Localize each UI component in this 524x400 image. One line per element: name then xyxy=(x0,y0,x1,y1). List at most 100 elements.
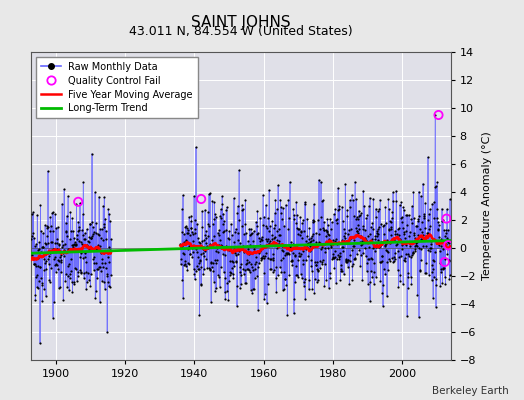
Point xyxy=(253,223,261,230)
Point xyxy=(218,201,226,207)
Point xyxy=(368,256,376,262)
Point xyxy=(303,240,312,247)
Point xyxy=(223,246,232,253)
Point xyxy=(281,202,290,208)
Point xyxy=(233,303,241,309)
Point xyxy=(221,289,229,296)
Point xyxy=(264,281,272,288)
Point xyxy=(362,253,370,260)
Point xyxy=(358,276,366,283)
Point xyxy=(38,298,46,304)
Point xyxy=(243,259,251,266)
Point xyxy=(219,210,227,217)
Point xyxy=(367,236,376,242)
Point xyxy=(309,217,317,224)
Point xyxy=(442,226,451,233)
Point xyxy=(346,258,354,264)
Point xyxy=(395,225,403,232)
Text: Berkeley Earth: Berkeley Earth xyxy=(432,386,508,396)
Point xyxy=(391,231,399,237)
Point xyxy=(80,275,88,281)
Point xyxy=(242,257,250,263)
Point xyxy=(198,251,206,257)
Point xyxy=(101,215,110,222)
Point xyxy=(41,222,49,228)
Point xyxy=(209,268,217,274)
Point xyxy=(380,266,388,272)
Point xyxy=(417,236,425,242)
Point xyxy=(294,274,302,280)
Point xyxy=(74,228,82,234)
Point xyxy=(318,244,326,250)
Point xyxy=(265,240,274,246)
Point xyxy=(309,218,318,225)
Point xyxy=(322,238,330,245)
Point xyxy=(100,279,108,286)
Point xyxy=(301,200,310,207)
Point xyxy=(414,188,423,195)
Point xyxy=(347,234,355,240)
Point xyxy=(386,218,394,225)
Point xyxy=(303,244,311,250)
Point xyxy=(384,196,392,203)
Point xyxy=(66,275,74,281)
Point xyxy=(316,258,324,264)
Point xyxy=(64,246,73,252)
Point xyxy=(217,243,226,250)
Point xyxy=(66,236,74,242)
Point xyxy=(411,243,420,249)
Point xyxy=(61,219,70,226)
Point xyxy=(351,256,359,262)
Point xyxy=(349,197,357,204)
Point xyxy=(89,231,97,238)
Point xyxy=(54,266,62,272)
Point xyxy=(296,214,304,220)
Point xyxy=(182,263,190,270)
Point xyxy=(252,254,260,260)
Point xyxy=(53,235,61,242)
Point xyxy=(414,232,422,239)
Point xyxy=(300,282,308,289)
Point xyxy=(432,282,441,288)
Point xyxy=(299,256,307,263)
Point xyxy=(29,209,37,215)
Point xyxy=(62,228,70,234)
Point xyxy=(86,271,95,278)
Point xyxy=(250,261,259,267)
Point xyxy=(198,208,206,214)
Point xyxy=(237,261,245,267)
Point xyxy=(314,177,323,183)
Point xyxy=(61,278,69,284)
Point xyxy=(421,270,429,276)
Point xyxy=(67,256,75,262)
Point xyxy=(105,244,113,250)
Point xyxy=(418,237,427,244)
Point xyxy=(343,257,352,263)
Point xyxy=(28,210,37,217)
Point xyxy=(55,241,63,247)
Point xyxy=(233,210,242,216)
Point xyxy=(227,232,236,238)
Point xyxy=(100,224,108,230)
Point xyxy=(243,266,252,273)
Point xyxy=(185,214,193,220)
Point xyxy=(328,219,336,226)
Point xyxy=(337,262,345,268)
Point xyxy=(77,250,85,256)
Point xyxy=(179,192,187,198)
Point xyxy=(251,243,259,250)
Point xyxy=(43,225,51,232)
Point xyxy=(334,252,343,258)
Point xyxy=(242,230,250,237)
Point xyxy=(341,230,349,236)
Point xyxy=(394,226,402,232)
Point xyxy=(313,266,321,273)
Point xyxy=(422,233,430,240)
Point xyxy=(38,244,47,250)
Point xyxy=(304,252,312,259)
Point xyxy=(392,230,401,237)
Point xyxy=(412,222,421,229)
Point xyxy=(40,267,49,273)
Point xyxy=(278,247,286,253)
Point xyxy=(99,203,107,209)
